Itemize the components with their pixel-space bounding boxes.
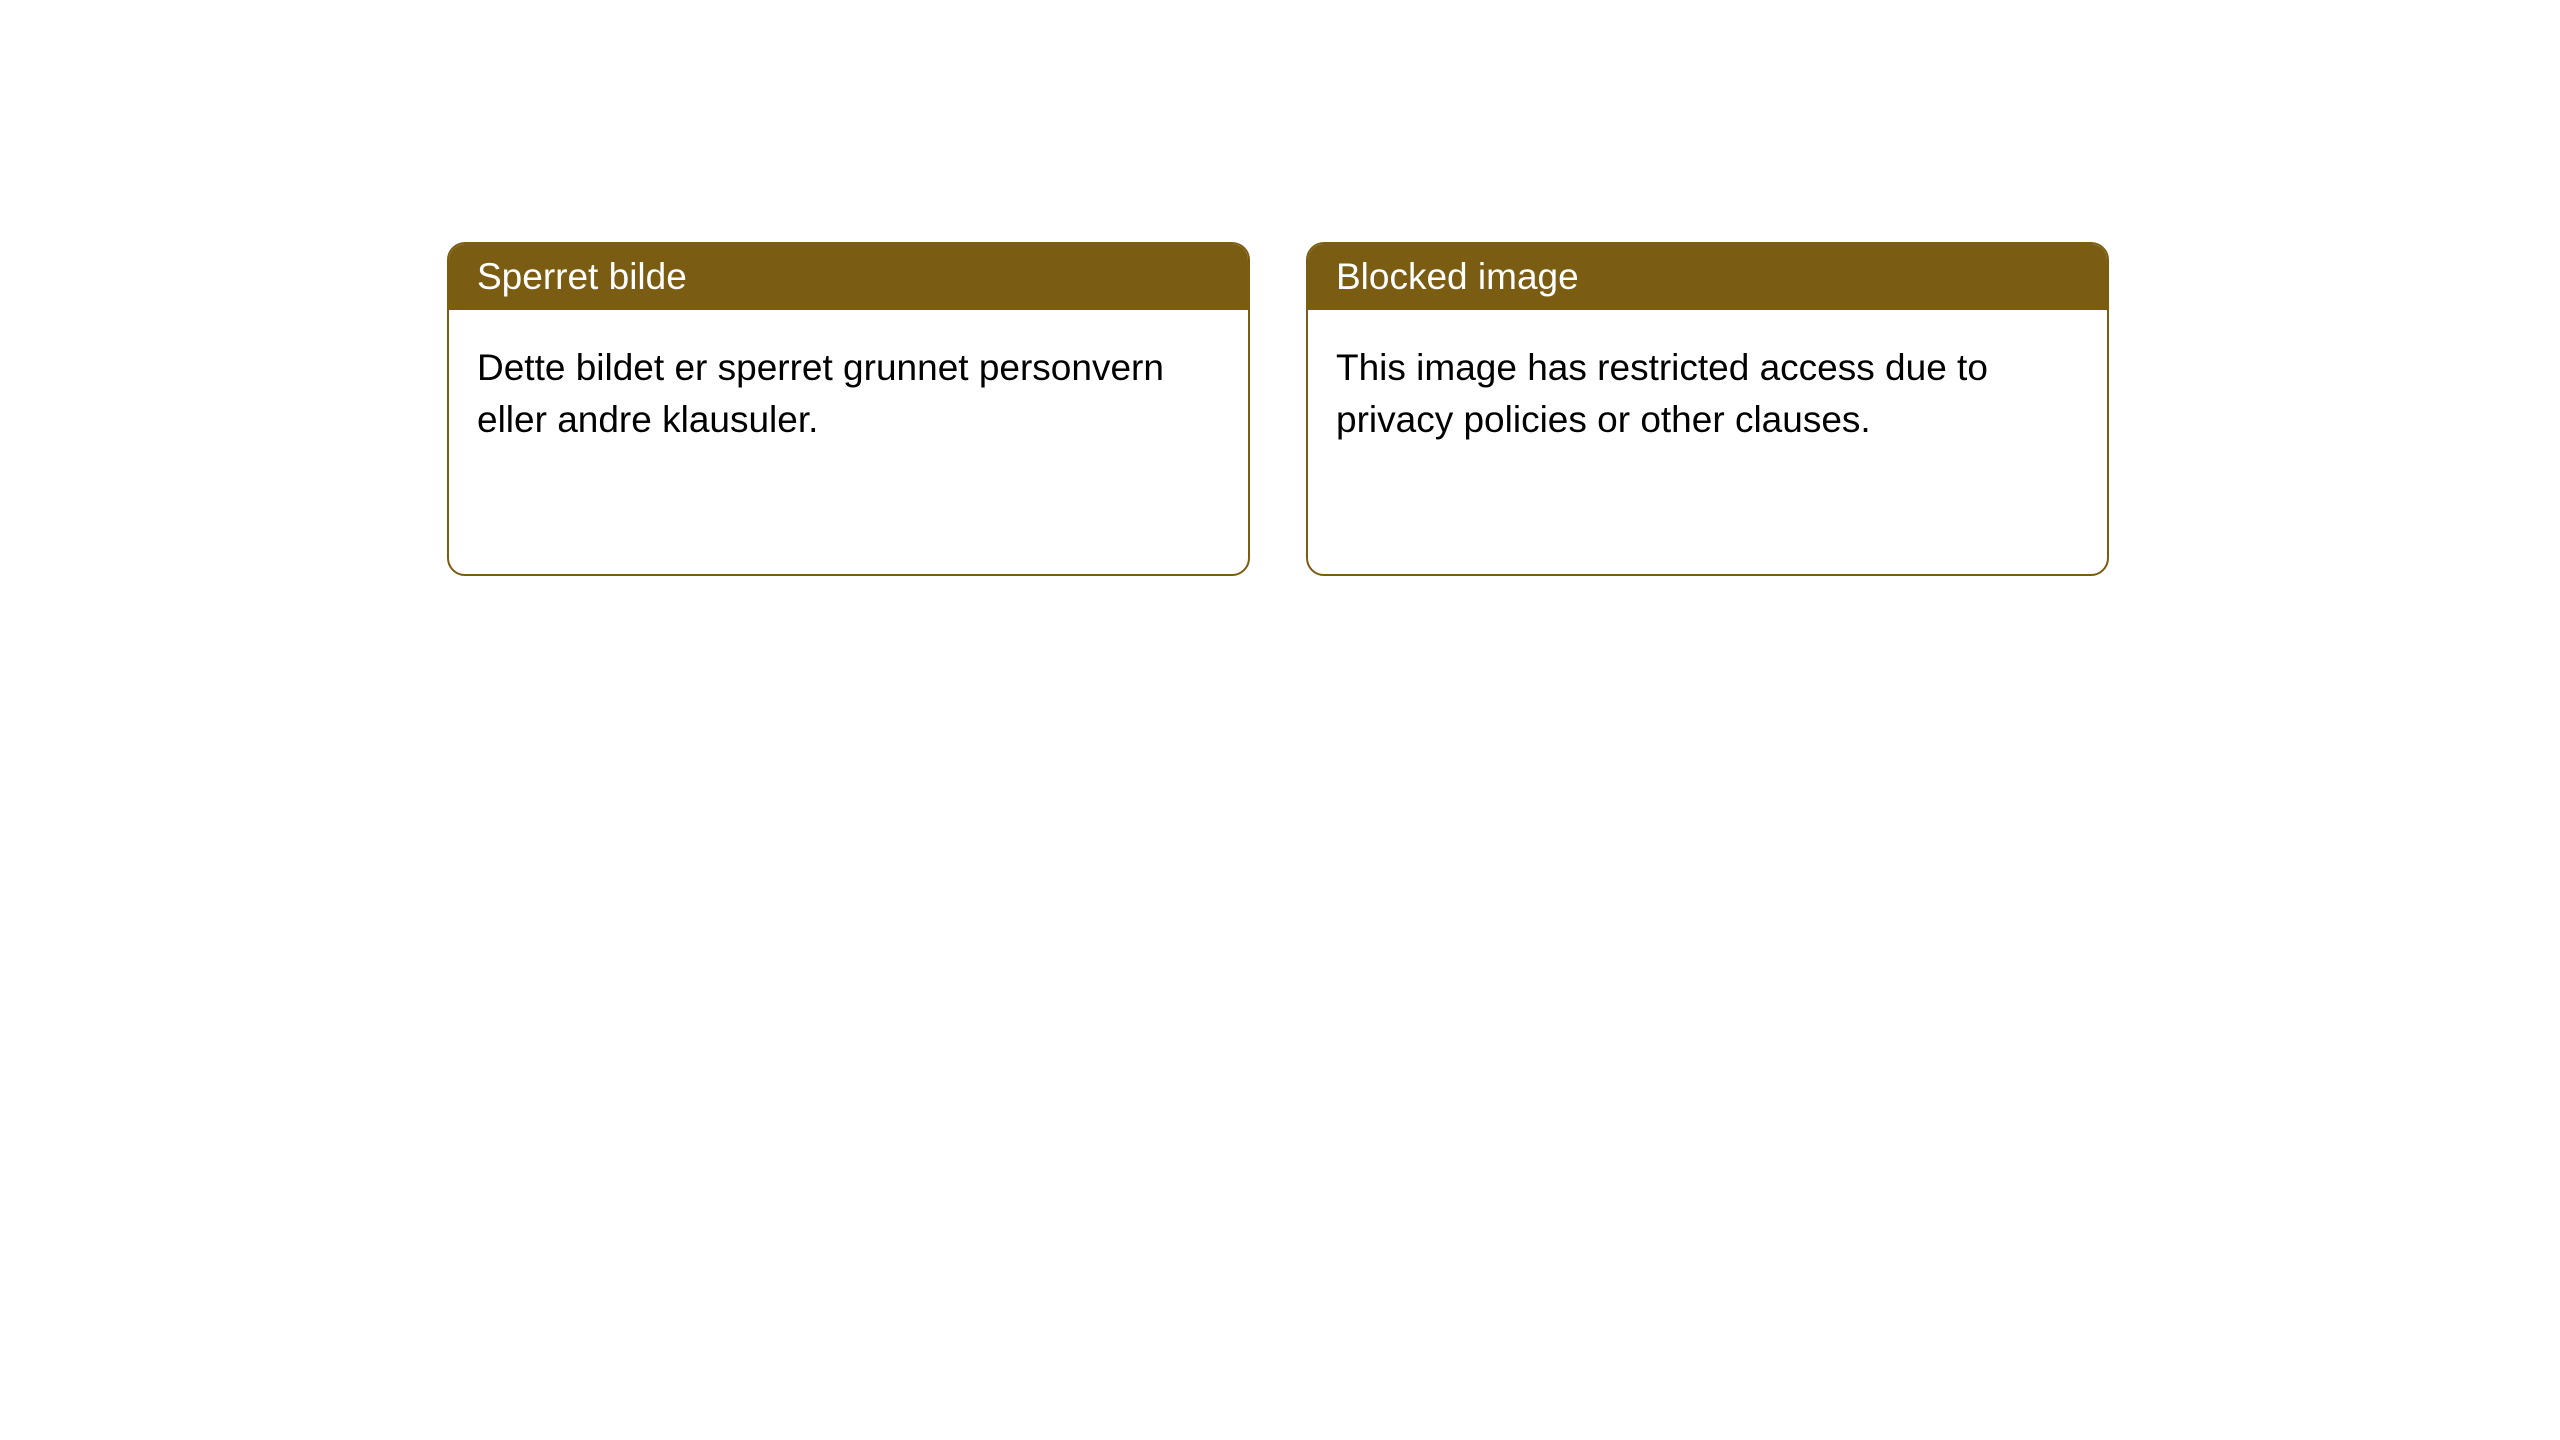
blocked-notice-card-en: Blocked image This image has restricted … xyxy=(1306,242,2109,576)
card-message-en: This image has restricted access due to … xyxy=(1336,347,1988,440)
blocked-notice-card-no: Sperret bilde Dette bildet er sperret gr… xyxy=(447,242,1250,576)
card-header-en: Blocked image xyxy=(1308,244,2107,310)
card-body-en: This image has restricted access due to … xyxy=(1308,310,2107,478)
card-header-no: Sperret bilde xyxy=(449,244,1248,310)
card-body-no: Dette bildet er sperret grunnet personve… xyxy=(449,310,1248,478)
card-title-en: Blocked image xyxy=(1336,256,1579,297)
notice-container: Sperret bilde Dette bildet er sperret gr… xyxy=(447,242,2109,576)
card-message-no: Dette bildet er sperret grunnet personve… xyxy=(477,347,1164,440)
card-title-no: Sperret bilde xyxy=(477,256,687,297)
